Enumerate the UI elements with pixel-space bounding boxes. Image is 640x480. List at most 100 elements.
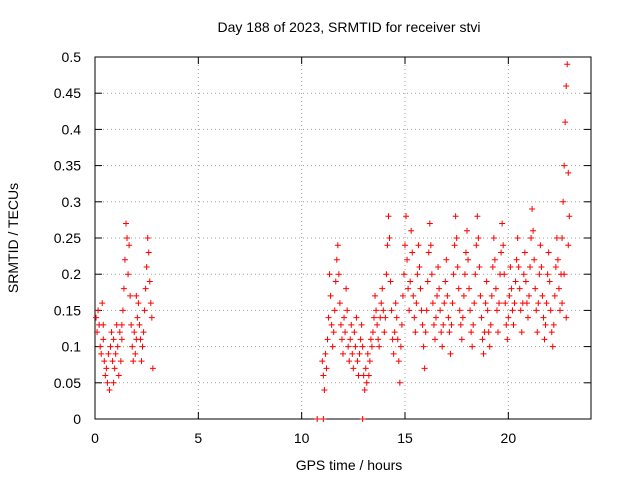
data-point — [136, 321, 143, 328]
data-point — [507, 263, 514, 270]
data-point — [439, 343, 446, 350]
data-point — [492, 285, 499, 292]
data-point — [114, 343, 121, 350]
data-point — [99, 300, 106, 307]
data-point — [553, 235, 560, 241]
data-point — [516, 285, 523, 292]
data-point — [123, 220, 129, 227]
data-point — [373, 307, 380, 314]
data-point — [503, 321, 510, 328]
data-point — [500, 242, 507, 249]
data-point — [508, 285, 515, 292]
data-point — [547, 307, 554, 314]
data-point — [101, 358, 108, 365]
data-point — [314, 416, 321, 422]
data-point — [522, 278, 529, 285]
data-point — [124, 235, 131, 241]
data-point — [395, 358, 402, 365]
y-axis-label: SRMTID / TECUs — [5, 183, 21, 293]
data-point — [501, 271, 508, 278]
data-point — [132, 350, 139, 357]
data-point — [473, 242, 480, 249]
data-point — [356, 350, 363, 357]
data-point — [458, 336, 465, 343]
y-tick-label: 0.5 — [62, 49, 82, 65]
data-point — [359, 343, 366, 350]
data-point — [95, 307, 102, 314]
data-point — [489, 263, 496, 270]
data-point — [97, 343, 104, 350]
y-tick-label: 0.05 — [54, 375, 81, 391]
data-point — [410, 292, 417, 299]
data-point — [496, 300, 503, 307]
data-point — [103, 365, 110, 372]
data-point — [129, 343, 136, 350]
data-point — [138, 358, 145, 365]
data-point — [415, 242, 422, 249]
data-point — [465, 256, 472, 263]
data-point — [425, 249, 432, 256]
data-point — [521, 249, 528, 256]
y-tick-label: 0.1 — [62, 339, 82, 355]
data-point — [110, 336, 117, 343]
data-point — [351, 329, 358, 336]
data-point — [352, 343, 359, 350]
data-point — [561, 271, 568, 278]
data-point — [393, 314, 400, 321]
data-point — [371, 314, 377, 321]
y-tick-label: 0.25 — [54, 230, 81, 246]
data-point — [453, 235, 460, 241]
data-point — [505, 314, 512, 321]
data-point — [112, 350, 119, 357]
data-point — [530, 227, 537, 234]
data-point — [554, 256, 561, 263]
data-point — [346, 358, 353, 365]
data-point — [566, 213, 573, 220]
data-point — [327, 292, 334, 299]
data-point — [564, 61, 571, 68]
data-point — [411, 314, 418, 321]
data-point — [546, 278, 553, 285]
data-point — [559, 235, 566, 241]
data-point — [455, 285, 462, 292]
data-point — [100, 336, 107, 343]
data-point — [471, 300, 478, 307]
data-point — [552, 263, 559, 270]
data-point — [366, 358, 373, 365]
data-point — [446, 329, 453, 336]
data-point — [325, 314, 332, 321]
data-point — [128, 321, 135, 328]
data-point — [140, 329, 147, 336]
data-point — [360, 372, 367, 379]
data-point — [385, 213, 392, 220]
data-point — [469, 343, 476, 350]
data-point — [545, 249, 552, 256]
data-point — [109, 358, 116, 365]
data-point — [363, 379, 370, 386]
data-point — [511, 300, 518, 307]
data-point — [510, 321, 517, 328]
data-point — [434, 292, 441, 299]
data-point — [331, 307, 338, 314]
data-point — [417, 285, 424, 292]
data-point — [562, 119, 569, 126]
data-point — [104, 379, 111, 386]
data-point — [534, 329, 541, 336]
data-point — [110, 379, 117, 386]
data-point — [506, 292, 513, 299]
data-point — [532, 285, 539, 292]
data-point — [382, 314, 389, 321]
data-point — [450, 271, 457, 278]
data-point — [533, 307, 540, 314]
data-point — [529, 206, 536, 213]
data-point — [421, 365, 428, 372]
data-point — [359, 416, 366, 422]
data-point — [133, 292, 140, 299]
data-point — [443, 256, 450, 263]
data-point — [524, 314, 531, 321]
data-point — [452, 213, 459, 220]
data-point — [94, 329, 101, 336]
data-point — [461, 271, 468, 278]
data-point — [487, 321, 494, 328]
data-point — [120, 285, 127, 292]
